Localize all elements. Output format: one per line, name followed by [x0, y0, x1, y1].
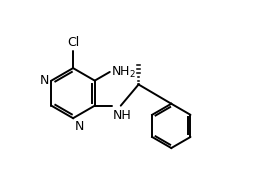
Text: N: N — [40, 74, 50, 87]
Text: Cl: Cl — [67, 36, 79, 49]
Text: NH: NH — [113, 109, 132, 122]
Text: N: N — [75, 120, 84, 133]
Text: NH$_2$: NH$_2$ — [111, 64, 136, 80]
